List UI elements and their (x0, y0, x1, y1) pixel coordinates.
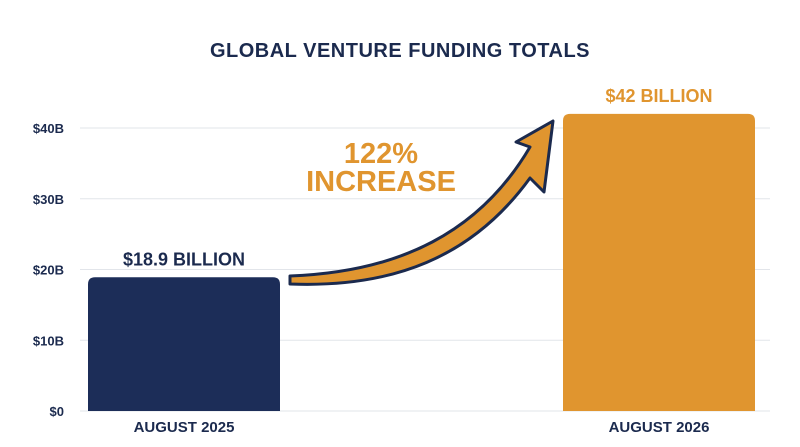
increase-arrow (288, 119, 555, 286)
data-label: $18.9 BILLION (123, 249, 245, 269)
y-tick-label: $10B (33, 333, 64, 348)
increase-word-annotation: INCREASE (306, 166, 456, 198)
y-tick-label: $30B (33, 192, 64, 207)
y-tick-label: $20B (33, 263, 64, 278)
y-axis-ticks: $0 $10B $20B $30B $40B (33, 121, 64, 419)
data-label: $42 BILLION (605, 86, 712, 106)
bar-1 (88, 277, 280, 411)
bar-2 (563, 113, 755, 411)
increase-percent-annotation: 122% (344, 138, 418, 170)
labels: GLOBAL VENTURE FUNDING TOTALS 122% INCRE… (210, 40, 590, 198)
y-tick-label: $0 (50, 404, 64, 419)
increase-arrow-group (288, 119, 555, 286)
x-category-label: AUGUST 2026 (609, 419, 710, 436)
chart-title: GLOBAL VENTURE FUNDING TOTALS (210, 40, 590, 62)
y-tick-label: $40B (33, 121, 64, 136)
x-category-label: AUGUST 2025 (134, 419, 235, 436)
bars: $18.9 BILLION AUGUST 2025 $42 BILLION AUGUS… (88, 86, 755, 436)
